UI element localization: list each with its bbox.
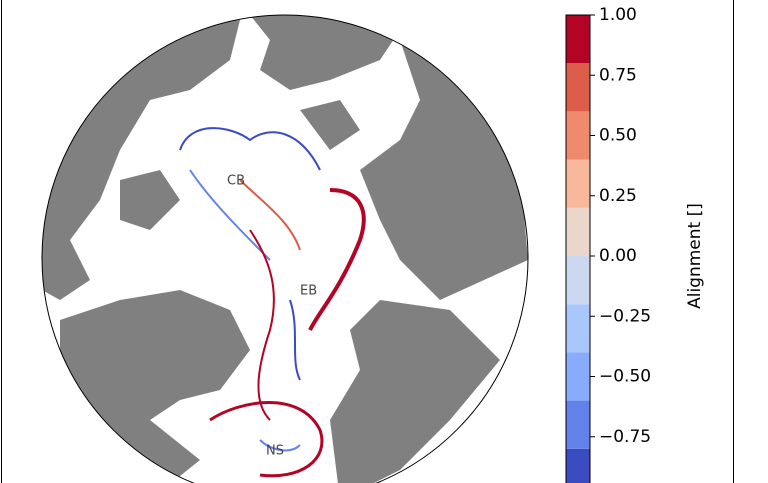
- colorbar-tick-label: −0.50: [599, 367, 651, 387]
- land: [330, 300, 500, 483]
- colorbar-band: [566, 400, 590, 449]
- colorbar-tick-label: −0.25: [599, 306, 651, 326]
- colorbar-band: [566, 352, 590, 401]
- colorbar-band: [566, 256, 590, 305]
- colorbar-tick-label: −0.75: [599, 427, 651, 447]
- colorbar-tick-label: 0.00: [599, 246, 637, 266]
- land: [300, 100, 360, 150]
- region-label: CB: [227, 174, 245, 189]
- colorbar-tick-label: 0.25: [599, 186, 637, 206]
- region-label: NS: [266, 444, 284, 459]
- land: [250, 15, 400, 90]
- colorbar-label: Alignment []: [685, 203, 705, 309]
- map: [42, 15, 528, 483]
- colorbar-band: [566, 111, 590, 160]
- land: [360, 40, 528, 300]
- colorbar-band: [566, 448, 590, 483]
- colorbar-band: [566, 63, 590, 112]
- colorbar-band: [566, 159, 590, 208]
- colorbar-band: [566, 304, 590, 353]
- contours: [179, 127, 366, 478]
- colorbar-tick-label: 0.75: [599, 65, 637, 85]
- colorbar-band: [566, 207, 590, 256]
- land: [120, 170, 180, 230]
- colorbar-tick-label: 1.00: [599, 5, 637, 25]
- region-label: EB: [300, 284, 317, 299]
- colorbar-band: [566, 15, 590, 64]
- map-boundary: [41, 14, 529, 483]
- colorbar-tick-label: 0.50: [599, 126, 637, 146]
